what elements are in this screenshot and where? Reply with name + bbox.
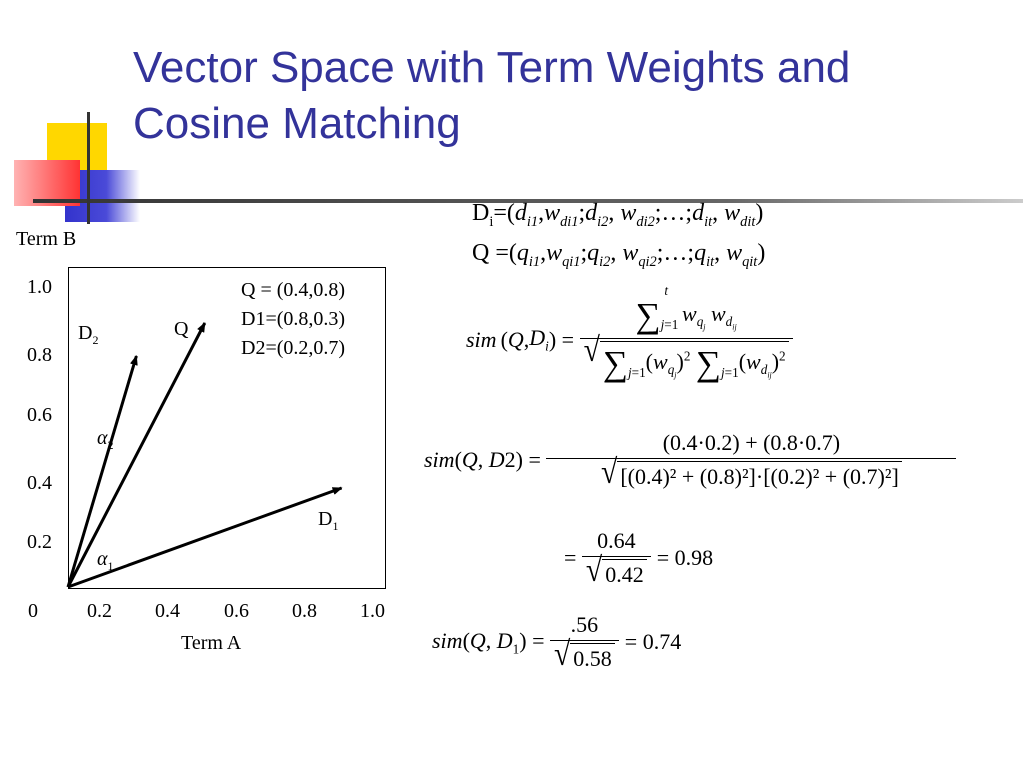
y-tick: 0.8: [27, 344, 52, 366]
sim-general-formula: sim(Q, Di) = ∑j=1twqj wdij √ ∑j=1(wqj)2 ∑…: [466, 283, 793, 384]
sim-d1-lhs: sim(Q, D1) =: [432, 627, 550, 657]
label-d1: D1: [318, 508, 338, 534]
deco-red-square: [14, 160, 80, 206]
legend-d1: D1=(0.8,0.3): [241, 308, 346, 330]
slide-title: Vector Space with Term Weights and Cosin…: [133, 40, 1013, 152]
alpha-1-symbol: α: [97, 548, 108, 570]
vector-graph-box: [68, 267, 386, 589]
doc-vector-definition: Di=(di1,wdi1;di2, wdi2;…;dit, wdit): [472, 200, 764, 230]
sim-d2-result: = 0.64 √ 0.42 = 0.98: [564, 528, 714, 590]
sim-d2-formula: sim(Q, D2) = (0.4·0.2) + (0.8·0.7) √ [(0.…: [424, 430, 957, 491]
x-tick: 0.2: [87, 600, 112, 622]
title-line-1: Vector Space with Term Weights and: [133, 43, 851, 92]
step2-numerator: 0.64: [597, 528, 636, 553]
vector-legend: Q = (0.4,0.8) D1=(0.8,0.3) D2=(0.2,0.7): [241, 276, 345, 363]
step2-fraction: 0.64 √ 0.42: [581, 528, 651, 589]
y-tick: 0.2: [27, 531, 52, 553]
x-tick: 0.8: [292, 600, 317, 622]
title-line-2: Cosine Matching: [133, 99, 461, 148]
sim-d1-fraction: .56 √ 0.58: [550, 612, 619, 673]
step2-denominator: 0.42: [602, 559, 647, 589]
label-d2-text: D: [78, 322, 93, 344]
x-tick: 0: [28, 600, 38, 622]
sim-d2-lhs: sim(Q, D2) =: [424, 447, 547, 473]
sim-general-fraction: ∑j=1twqj wdij √ ∑j=1(wqj)2 ∑j=1(wdij)2: [579, 283, 793, 384]
sim-d1-formula: sim(Q, D1) = .56 √ 0.58 = 0.74: [432, 612, 681, 673]
step2-result: = 0.98: [656, 545, 714, 571]
x-tick: 0.4: [155, 600, 180, 622]
alpha-2-sub: 2: [107, 438, 114, 452]
label-d1-sub: 1: [332, 519, 339, 533]
legend-d2: D2=(0.2,0.7): [241, 337, 346, 359]
y-tick: 0.6: [27, 404, 52, 426]
sim-d1-numerator: .56: [570, 612, 599, 637]
sim-d1-denominator: 0.58: [570, 643, 615, 673]
sim-d1-result: = 0.74: [624, 629, 682, 655]
vectors-layer: [66, 322, 343, 589]
angle-alpha-2: α2: [97, 427, 114, 453]
angle-alpha-1: α1: [97, 548, 114, 574]
y-axis-title: Term B: [16, 228, 77, 250]
sim-d2-numerator: (0.4·0.2) + (0.8·0.7): [662, 430, 841, 455]
vector-d1: [67, 486, 343, 589]
sim-d2-denominator: [(0.4)² + (0.8)²]·[(0.2)² + (0.7)²]: [617, 461, 902, 491]
label-d1-text: D: [318, 508, 333, 530]
x-tick: 0.6: [224, 600, 249, 622]
legend-q: Q = (0.4,0.8): [241, 279, 346, 301]
y-tick: 1.0: [27, 276, 52, 298]
x-axis-title: Term A: [181, 632, 242, 654]
deco-vertical-line: [87, 112, 90, 224]
label-d2: D2: [78, 322, 98, 348]
vector-q: [66, 322, 207, 588]
label-d2-sub: 2: [92, 333, 99, 347]
y-tick: 0.4: [27, 472, 52, 494]
label-q: Q: [174, 318, 189, 340]
alpha-2-symbol: α: [97, 427, 108, 449]
vector-d2: [66, 355, 138, 588]
deco-horizontal-line: [33, 199, 1023, 203]
x-tick: 1.0: [360, 600, 385, 622]
query-vector-definition: Q =(qi1,wqi1;qi2, wqi2;…;qit, wqit): [472, 240, 766, 270]
alpha-1-sub: 1: [107, 559, 114, 573]
sim-d2-fraction: (0.4·0.2) + (0.8·0.7) √ [(0.4)² + (0.8)²]…: [546, 430, 957, 491]
